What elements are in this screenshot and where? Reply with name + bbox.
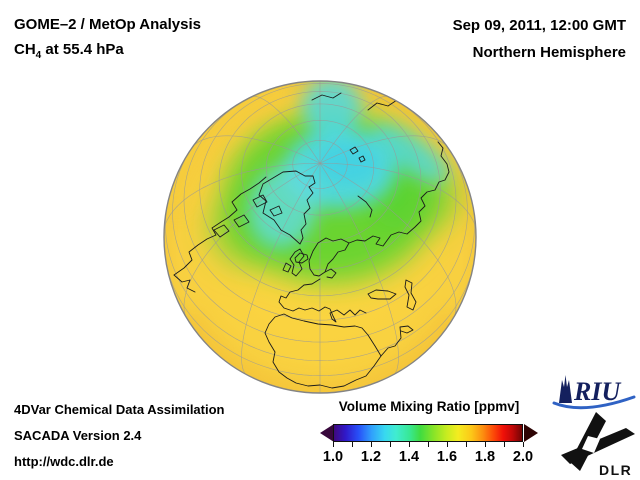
colorbar-tick [428,442,429,447]
dlr-logo-text: DLR [599,462,632,478]
coastline-path [311,92,342,101]
coastline-path [358,155,366,163]
colorbar-tick [409,442,410,447]
coastline-path [380,325,414,357]
credits-url: http://wdc.dlr.de [14,454,114,469]
coastline-path [173,274,196,293]
colorbar-tick-label: 1.4 [398,449,420,465]
coastline-path [357,195,373,218]
globe-svg [163,80,477,394]
coastline-path [173,176,267,276]
plot-datetime: Sep 09, 2011, 12:00 GMT Northern Hemisph… [453,12,626,66]
coastline-path [404,279,417,311]
limb-yellow-band [164,81,297,214]
colorbar-title: Volume Mixing Ratio [ppmv] [338,399,520,414]
coastline-path [269,205,283,217]
datetime-line: Sep 09, 2011, 12:00 GMT [452,17,626,34]
limb-orange-band [179,310,461,393]
riu-cathedral-icon [559,375,572,403]
colorbar-tick [466,442,467,447]
colorbar-tick [352,442,353,447]
coastline-path [294,252,309,264]
colorbar-gradient [333,424,523,442]
colorbar-left-arrow-icon [320,424,334,442]
coastline-path [233,214,250,228]
title-line1: GOME–2 / MetOp Analysis [14,16,201,33]
coastline-path [289,248,305,277]
coastline-path [282,262,292,273]
credits-line1: 4DVar Chemical Data Assimilation [14,402,225,417]
cyan-region-core [318,143,378,183]
coastline-path [348,141,450,247]
coastline-path [252,194,268,208]
coastline-path [264,313,382,389]
dlr-logo: DLR [560,411,638,479]
title-line2: CH4 at 55.4 hPa [14,41,124,61]
species-subscript: 4 [35,50,42,61]
coastline-path [367,289,397,300]
hemisphere-line: Northern Hemisphere [472,44,626,61]
coastline-path [278,278,367,323]
colorbar-tick-label: 1.8 [474,449,496,465]
plot-title: GOME–2 / MetOp Analysis CH4 at 55.4 hPa [14,12,201,68]
cyan-region-top-tongue [302,81,362,137]
credits-line2: SACADA Version 2.4 [14,428,142,443]
globe-rim [163,80,477,394]
colorbar-tick [333,442,334,447]
coastline-path [213,224,230,238]
colorbar-ticks [333,442,524,447]
colorbar-tick-label: 1.0 [322,449,344,465]
colorbar-tick-label: 1.6 [436,449,458,465]
globe-map [162,79,478,395]
colorbar-tick [390,442,391,447]
dlr-emblem-icon [561,412,635,471]
coastline-path [349,146,359,155]
colorbar-labels: 1.0 1.2 1.4 1.6 1.8 2.0 [323,449,533,467]
riu-logo-text: RIU [573,377,621,406]
colorbar: Volume Mixing Ratio [ppmv] 1.0 1.2 1.4 1.6 1… [320,399,538,471]
coastlines [173,92,450,389]
colorbar-right-arrow-icon [524,424,538,442]
colorbar-tick [447,442,448,447]
coastline-path [258,170,316,245]
colorbar-tick [371,442,372,447]
credits: 4DVar Chemical Data Assimilation SACADA … [14,397,225,475]
graticule [164,81,476,393]
colorbar-tick-label: 2.0 [512,449,534,465]
riu-logo: RIU [552,371,636,411]
coastline-path [367,99,398,111]
colorbar-tick [485,442,486,447]
coastline-path [324,268,337,279]
cyan-region-greenland [248,165,318,249]
riu-swoosh-icon [552,395,636,410]
colorbar-tick [504,442,505,447]
coastline-path [308,237,350,277]
colorbar-bar [320,424,538,442]
colorbar-tick [523,442,524,447]
colorbar-tick-label: 1.2 [360,449,382,465]
